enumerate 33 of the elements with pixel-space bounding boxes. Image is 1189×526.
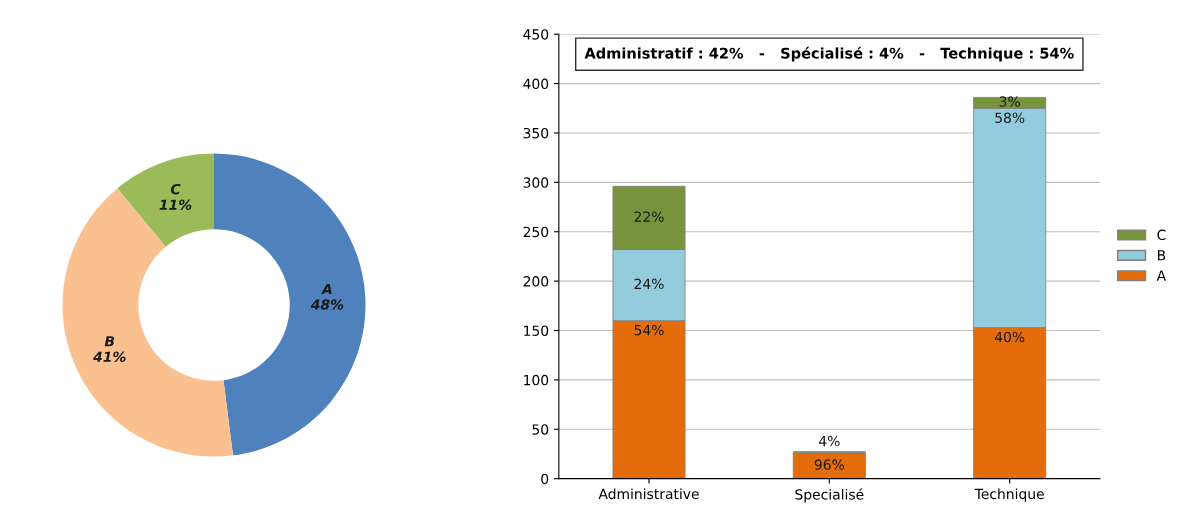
annotation: 24% [634, 278, 664, 290]
slice-label: B [104, 336, 115, 347]
y-tick-label: 200 [523, 276, 549, 287]
y-tick-label: 150 [524, 325, 549, 336]
annotation: 22% [634, 211, 664, 222]
annotation: Administratif : 42% - Spécialisé : 4% - Technique : 54% [584, 46, 1074, 62]
annotation: 3% [999, 96, 1020, 107]
y-tick-label: 250 [523, 226, 549, 238]
legend-label: B [1157, 250, 1166, 261]
data-label: 41% [93, 351, 126, 363]
y-tick-label: 50 [532, 424, 549, 435]
legend-label: A [1156, 270, 1167, 281]
annotation: 40% [994, 331, 1025, 343]
x-tick-label: Technique [974, 488, 1044, 502]
y-tick-label: 400 [523, 78, 549, 90]
donut-slice [117, 153, 215, 247]
y-tick-label: 300 [523, 177, 549, 188]
slice-label: C [170, 183, 181, 195]
donut-slice [214, 153, 366, 456]
data-label: 11% [159, 199, 192, 210]
annotation: 96% [814, 459, 844, 470]
annotation: 54% [634, 324, 664, 336]
y-tick-label: 350 [523, 127, 549, 139]
annotation: 58% [995, 112, 1025, 123]
y-tick-label: 450 [523, 29, 549, 40]
y-tick-label: 100 [524, 374, 549, 386]
y-tick-label: 0 [541, 473, 549, 485]
slice-label: A [321, 283, 332, 294]
legend-label: C [1157, 229, 1166, 241]
data-label: 48% [310, 299, 344, 310]
annotation: 4% [818, 435, 840, 447]
x-tick-label: Specialisé [795, 488, 864, 503]
x-tick-label: Administrative [598, 488, 699, 500]
